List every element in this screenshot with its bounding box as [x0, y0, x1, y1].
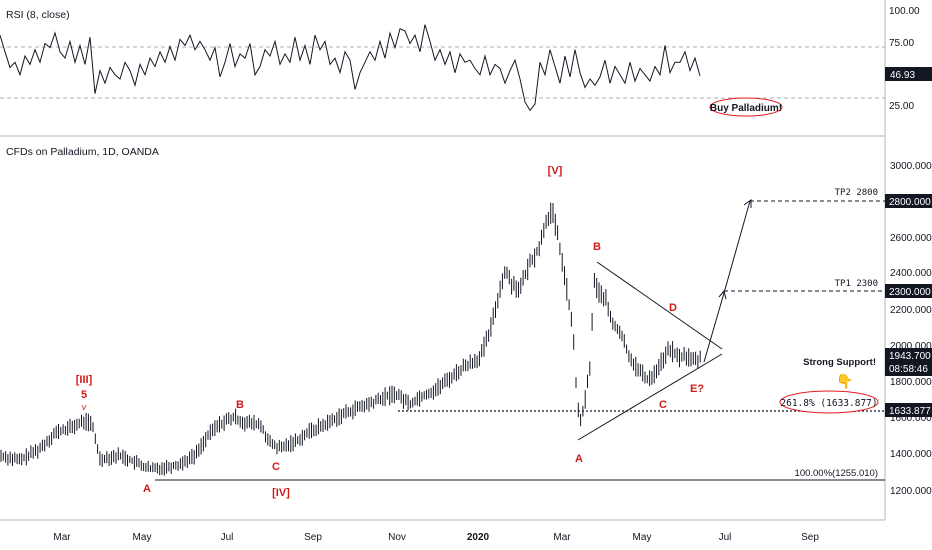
time-axis: Mar May Jul Sep Nov 2020 Mar May Jul Sep	[53, 532, 819, 543]
x-tick-jul-2019: Jul	[221, 532, 234, 543]
countdown-text: 08:58:46	[889, 364, 928, 375]
pointing-hand-icon: 👇	[836, 373, 853, 390]
price-tick-1800: 1800.000	[890, 377, 932, 388]
rsi-tick-25: 25.00	[889, 101, 914, 112]
wave-label-E2: E?	[690, 383, 704, 395]
tp1-price-text: 2300.000	[889, 287, 931, 298]
price-tick-2200: 2200.000	[890, 305, 932, 316]
rsi-tick-100: 100.00	[889, 6, 920, 17]
x-tick-may-2019: May	[133, 532, 152, 543]
price-candles	[0, 202, 701, 476]
x-tick-nov-2019: Nov	[388, 532, 406, 543]
strong-support-label: Strong Support!	[803, 357, 876, 368]
rsi-value-text: 46.93	[890, 70, 915, 81]
fib-100-label: 100.00%(1255.010)	[795, 468, 878, 479]
fib-2618-ellipse	[779, 390, 879, 414]
fib-2618-label: 261.8% (1633.877)	[780, 398, 877, 409]
wave-label-5: 5	[81, 389, 87, 401]
wave-label-A2: A	[575, 453, 583, 465]
price-tick-2000: 2000.000	[890, 341, 932, 352]
rsi-y-axis: 100.00 75.00 25.00	[889, 6, 920, 112]
wave-label-C1: C	[272, 461, 280, 473]
wave-label-B2: B	[593, 241, 601, 253]
price-tick-1400: 1400.000	[890, 449, 932, 460]
price-tick-2600: 2600.000	[890, 233, 932, 244]
wave-label-v: v	[82, 402, 87, 412]
buy-note-text: Buy Palladium!	[710, 103, 782, 114]
price-tick-2400: 2400.000	[890, 268, 932, 279]
x-tick-jul-2020: Jul	[719, 532, 732, 543]
x-tick-2020: 2020	[467, 532, 490, 543]
tp1-label: TP1 2300	[835, 279, 878, 289]
arrow-tp2-icon	[743, 199, 752, 208]
triangle-lower-line	[577, 353, 723, 441]
last-price-text: 1943.700	[889, 351, 931, 362]
price-y-axis: 3000.000 2600.000 2400.000 2200.000 2000…	[890, 161, 932, 497]
x-tick-sep-2019: Sep	[304, 532, 322, 543]
rsi-value-tag	[885, 67, 932, 81]
price-tick-1600: 1600.000	[890, 413, 932, 424]
last-price-tag	[885, 348, 932, 376]
tp2-label: TP2 2800	[835, 188, 878, 198]
rsi-tick-75: 75.00	[889, 38, 914, 49]
wave-label-IV: [IV]	[272, 487, 290, 499]
price-tick-3000: 3000.000	[890, 161, 932, 172]
triangle-upper-line	[596, 261, 723, 350]
rsi-title: RSI (8, close)	[6, 9, 70, 21]
price-tick-1200: 1200.000	[890, 486, 932, 497]
tp2-price-text: 2800.000	[889, 197, 931, 208]
x-tick-mar-2020: Mar	[553, 532, 571, 543]
tp1-price-tag	[885, 284, 932, 298]
wave-label-D2: D	[669, 302, 677, 314]
arrow-tp1-icon	[718, 289, 727, 300]
wave-label-A1: A	[143, 483, 151, 495]
tp2-price-tag	[885, 194, 932, 208]
wave-label-B1: B	[236, 399, 244, 411]
support-price-text: 1633.877	[889, 406, 931, 417]
projection-path	[703, 200, 751, 363]
wave-label-V: [V]	[548, 165, 563, 177]
wave-label-III: [III]	[76, 374, 93, 386]
x-tick-sep-2020: Sep	[801, 532, 819, 543]
x-tick-mar-2019: Mar	[53, 532, 71, 543]
buy-note-ellipse	[709, 97, 783, 117]
rsi-line	[0, 24, 701, 112]
support-price-tag	[885, 403, 932, 417]
x-tick-may-2020: May	[633, 532, 652, 543]
wave-label-C2: C	[659, 399, 667, 411]
price-title: CFDs on Palladium, 1D, OANDA	[6, 146, 159, 158]
